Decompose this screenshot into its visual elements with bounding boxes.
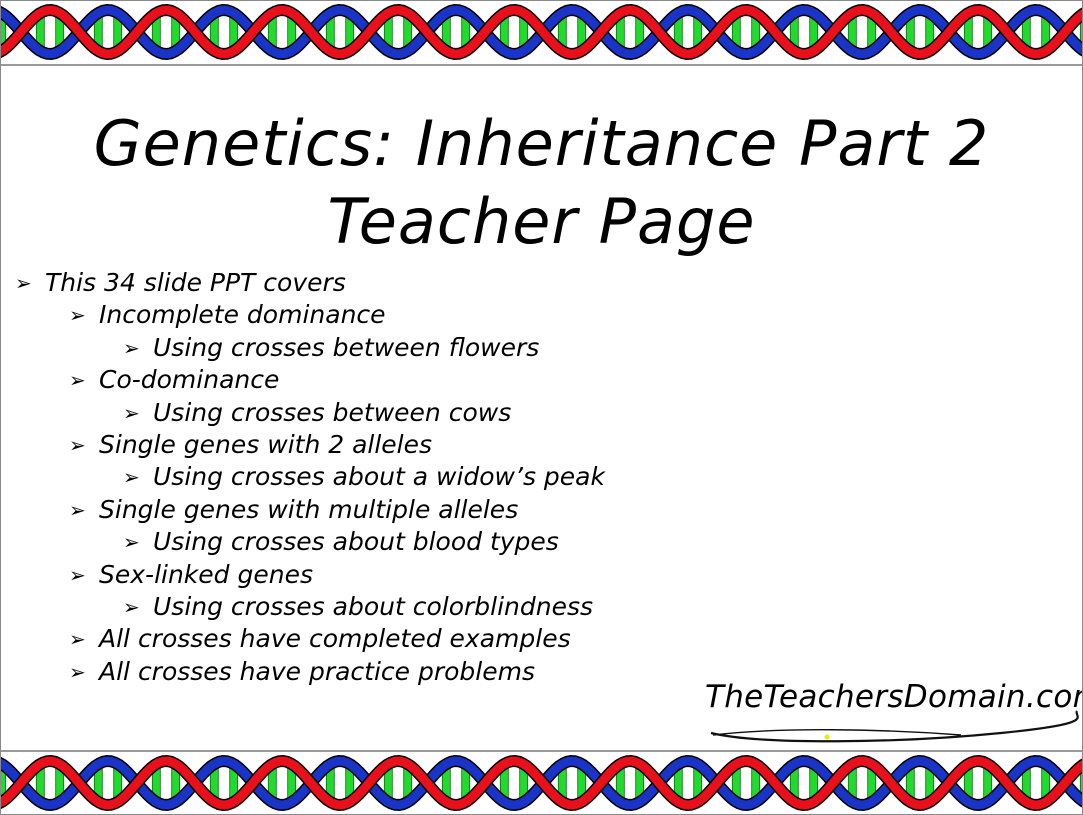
bullet-text: Co-dominance <box>99 365 280 395</box>
arrowhead-bullet-icon: ➢ <box>123 400 140 425</box>
bullet-item: ➢ Using crosses about colorblindness <box>15 591 715 623</box>
bullet-item: ➢ Sex-linked genes <box>15 559 715 591</box>
bullet-list: ➢ This 34 slide PPT covers ➢ Incomplete do… <box>15 267 715 688</box>
bullet-item: ➢ Incomplete dominance <box>15 299 715 331</box>
arrowhead-bullet-icon: ➢ <box>69 562 86 587</box>
bullet-item: ➢ All crosses have completed examples <box>15 623 715 655</box>
bullet-item: ➢ All crosses have practice problems <box>15 656 715 688</box>
bullet-text: All crosses have practice problems <box>99 656 535 686</box>
arrowhead-bullet-icon: ➢ <box>69 659 86 684</box>
bullet-text: This 34 slide PPT covers <box>45 268 346 297</box>
arrowhead-bullet-icon: ➢ <box>69 497 86 522</box>
bullet-text: Using crosses between flowers <box>153 332 540 362</box>
bullet-item: ➢ Single genes with multiple alleles <box>15 494 715 526</box>
dna-rung <box>1079 12 1082 52</box>
bullet-text: Incomplete dominance <box>99 300 386 330</box>
dna-border-bottom <box>1 754 1082 812</box>
bullet-text: Using crosses between cows <box>153 397 512 427</box>
bullet-item: ➢ Using crosses between cows <box>15 397 715 429</box>
bullet-item: ➢ Using crosses between flowers <box>15 332 715 364</box>
arrowhead-bullet-icon: ➢ <box>69 627 86 652</box>
arrowhead-bullet-icon: ➢ <box>123 465 140 490</box>
slide-title: Genetics: Inheritance Part 2 Teacher Pag… <box>1 105 1082 261</box>
bullet-text: Single genes with 2 alleles <box>99 429 433 459</box>
bullet-item: ➢ Co-dominance <box>15 364 715 396</box>
bullet-item: ➢ This 34 slide PPT covers <box>15 267 715 299</box>
bullet-text: Single genes with multiple alleles <box>99 494 519 524</box>
logo-text: TheTeachersDomain.com <box>705 679 1083 715</box>
bullet-item: ➢ Using crosses about a widow’s peak <box>15 461 715 493</box>
dna-rung <box>1079 763 1082 803</box>
arrowhead-bullet-icon: ➢ <box>123 530 140 555</box>
title-line-2: Teacher Page <box>327 185 756 258</box>
bullet-item: ➢ Using crosses about blood types <box>15 526 715 558</box>
logo-swoosh-icon <box>710 710 1079 743</box>
title-line-1: Genetics: Inheritance Part 2 <box>93 107 990 180</box>
bullet-text: All crosses have completed examples <box>99 624 571 654</box>
arrowhead-bullet-icon: ➢ <box>123 335 140 360</box>
arrowhead-bullet-icon: ➢ <box>69 303 86 328</box>
bottom-divider <box>1 750 1082 752</box>
bullet-text: Sex-linked genes <box>99 559 313 589</box>
bullet-text: Using crosses about blood types <box>153 527 559 557</box>
top-divider <box>1 64 1082 66</box>
arrowhead-bullet-icon: ➢ <box>15 271 32 295</box>
bullet-item: ➢ Single genes with 2 alleles <box>15 429 715 461</box>
dna-strand <box>1 5 1082 59</box>
teachers-domain-logo: TheTeachersDomain.com <box>701 673 1083 745</box>
bullet-text: Using crosses about colorblindness <box>153 591 594 621</box>
dna-strand <box>1 756 1082 810</box>
bullet-text: Using crosses about a widow’s peak <box>153 462 605 492</box>
arrowhead-bullet-icon: ➢ <box>123 594 140 619</box>
dna-border-top <box>1 3 1082 61</box>
arrowhead-bullet-icon: ➢ <box>69 432 86 457</box>
arrowhead-bullet-icon: ➢ <box>69 368 86 393</box>
